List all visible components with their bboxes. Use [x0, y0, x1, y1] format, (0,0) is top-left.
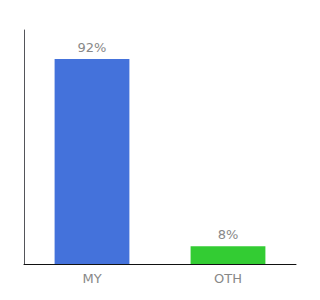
- svg-text:8%: 8%: [218, 227, 239, 242]
- svg-text:92%: 92%: [78, 40, 107, 55]
- svg-text:MY: MY: [82, 271, 101, 286]
- svg-text:OTH: OTH: [214, 271, 242, 286]
